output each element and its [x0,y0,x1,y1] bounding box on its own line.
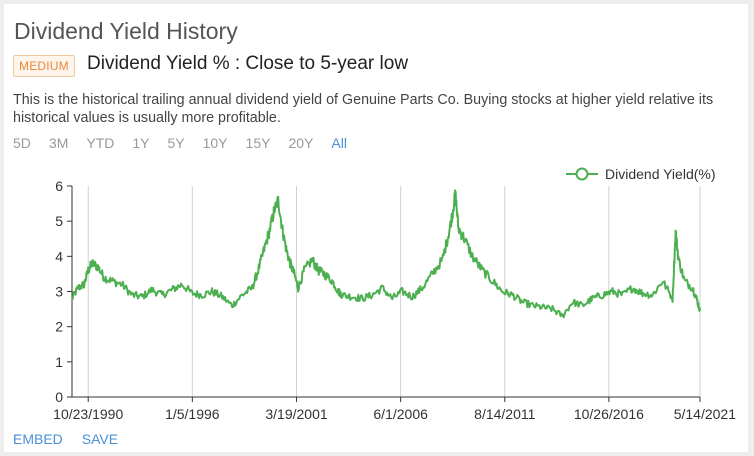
y-tick-label: 5 [55,213,63,229]
range-15y-button[interactable]: 15Y [245,135,271,151]
range-5d-button[interactable]: 5D [13,135,31,151]
x-tick-label: 10/26/2016 [574,406,644,422]
description-text: This is the historical trailing annual d… [13,92,714,126]
range-3m-button[interactable]: 3M [48,135,69,151]
x-tick-label: 10/23/1990 [53,406,123,422]
y-tick-label: 3 [55,284,63,300]
x-tick-label: 5/14/2021 [674,406,736,422]
range-5y-button[interactable]: 5Y [167,135,185,151]
status-badge: MEDIUM [13,55,75,77]
save-button[interactable]: SAVE [81,431,119,447]
range-10y-button[interactable]: 10Y [202,135,228,151]
yield-status-subtitle: Dividend Yield % : Close to 5-year low [87,53,409,74]
chart-legend[interactable]: Dividend Yield(%) [566,166,716,182]
y-tick-label: 0 [55,389,63,405]
legend-label: Dividend Yield(%) [605,166,716,182]
series-line-dividend-yield [71,189,701,319]
y-tick-label: 2 [55,319,63,335]
range-selector: 5D 3M YTD 1Y 5Y 10Y 15Y 20Y All [13,135,365,151]
embed-button[interactable]: EMBED [13,431,63,447]
x-axis: 10/23/1990 1/5/1996 3/19/2001 6/1/2006 8/14/… [53,396,736,422]
range-20y-button[interactable]: 20Y [288,135,314,151]
x-tick-label: 8/14/2011 [474,406,535,422]
x-tick-label: 3/19/2001 [265,406,327,422]
legend-marker-icon [575,167,589,181]
y-tick-label: 6 [55,178,63,194]
page-title: Dividend Yield History [14,18,238,44]
y-tick-label: 1 [55,354,63,370]
y-axis: 0 1 2 3 4 5 6 [55,178,73,405]
y-tick-label: 4 [55,248,63,264]
footer-actions: EMBED SAVE [13,431,137,447]
x-tick-label: 6/1/2006 [373,406,428,422]
range-1y-button[interactable]: 1Y [132,135,150,151]
range-all-button[interactable]: All [331,135,347,151]
x-tick-label: 1/5/1996 [165,406,220,422]
dividend-yield-card: Dividend Yield History MEDIUM Dividend Y… [4,4,748,452]
range-ytd-button[interactable]: YTD [86,135,115,151]
